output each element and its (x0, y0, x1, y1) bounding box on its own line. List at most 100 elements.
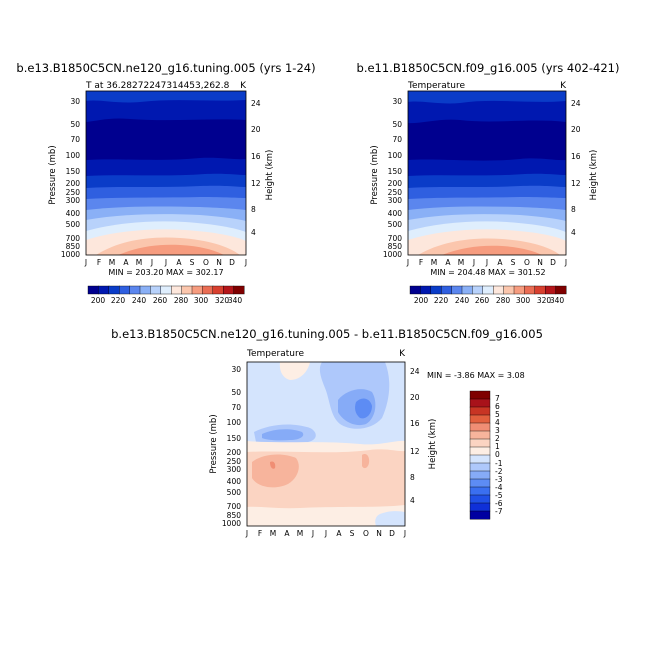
month-tick: S (350, 529, 355, 538)
right-contour-field (408, 91, 566, 255)
pressure-tick: 850 (66, 242, 81, 251)
colorbar-swatch (513, 285, 525, 295)
pressure-tick: 700 (66, 234, 81, 243)
pressure-tick: 100 (227, 418, 242, 427)
colorbar-label: 1 (495, 442, 500, 451)
month-tick: N (376, 529, 382, 538)
difference-panel: b.e13.B1850C5CN.ne120_g16.tuning.005 - b… (111, 327, 543, 538)
height-tick: 12 (251, 179, 261, 188)
pressure-tick: 70 (231, 403, 241, 412)
height-tick: 20 (410, 393, 420, 402)
colorbar-swatch (212, 285, 224, 295)
left-plot-frame (85, 90, 247, 256)
pressure-tick: 850 (227, 511, 242, 520)
pressure-tick: 250 (66, 188, 81, 197)
difference-contour-band (270, 461, 276, 469)
colorbar-label: -3 (495, 475, 503, 484)
colorbar-swatch (430, 285, 442, 295)
month-tick: M (270, 529, 276, 538)
difference-min-max: MIN = -3.86 MAX = 3.08 (427, 371, 525, 380)
difference-contour-band (355, 398, 372, 419)
month-tick: M (458, 258, 464, 267)
colorbar-swatch (87, 285, 99, 295)
month-tick: J (324, 529, 327, 538)
right-x-ticks: J F M A M J J A S O N D J (406, 258, 567, 267)
right-contour-band (408, 91, 566, 104)
left-colorbar-labels: 200 220 240 260 280 300 320 340 (91, 296, 243, 305)
left-height-ticks: 24 20 16 12 8 4 (251, 99, 261, 237)
right-colorbar-labels: 200 220 240 260 280 300 320 340 (414, 296, 565, 305)
difference-plot-frame (246, 361, 406, 527)
colorbar-swatch (469, 470, 491, 480)
left-colorbar (87, 285, 245, 295)
colorbar-label: 200 (91, 296, 106, 305)
right-contour-band (442, 245, 542, 255)
colorbar-swatch (150, 285, 162, 295)
right-title: b.e11.B1850C5CN.f09_g16.005 (yrs 402-421… (357, 61, 620, 75)
month-tick: A (284, 529, 290, 538)
pressure-tick: 1000 (383, 250, 402, 259)
month-tick: J (244, 258, 247, 267)
left-y-ticks: 30 50 70 100 150 200 250 300 400 500 700… (61, 97, 80, 259)
height-tick: 24 (410, 367, 420, 376)
colorbar-swatch (129, 285, 141, 295)
pressure-tick: 200 (66, 179, 81, 188)
month-tick: A (445, 258, 451, 267)
month-tick: F (258, 529, 262, 538)
pressure-tick: 400 (66, 209, 81, 218)
colorbar-label: -6 (495, 499, 503, 508)
pressure-tick: 250 (227, 457, 242, 466)
height-tick: 12 (571, 179, 581, 188)
colorbar-swatch (202, 285, 214, 295)
month-tick: S (511, 258, 516, 267)
difference-contour-band (262, 429, 304, 441)
pressure-tick: 200 (388, 179, 403, 188)
colorbar-label: 320 (537, 296, 552, 305)
colorbar-label: 0 (495, 450, 500, 459)
pressure-tick: 100 (388, 151, 403, 160)
colorbar-swatch (139, 285, 151, 295)
left-right-axis-label: Height (km) (265, 150, 275, 201)
colorbar-swatch (108, 285, 120, 295)
colorbar-label: 280 (496, 296, 511, 305)
colorbar-swatch (461, 285, 473, 295)
colorbar-swatch (469, 478, 491, 488)
month-tick: J (406, 258, 409, 267)
colorbar-swatch (469, 430, 491, 440)
colorbar-swatch (555, 285, 567, 295)
left-contour-band (86, 91, 246, 103)
height-tick: 20 (251, 125, 261, 134)
colorbar-swatch (493, 285, 505, 295)
month-tick: O (363, 529, 369, 538)
month-tick: M (136, 258, 142, 267)
difference-contour-band (362, 453, 370, 469)
colorbar-swatch (469, 438, 491, 448)
pressure-tick: 150 (227, 434, 242, 443)
colorbar-swatch (469, 390, 491, 400)
height-tick: 4 (410, 496, 415, 505)
colorbar-label: 240 (455, 296, 470, 305)
colorbar-label: -4 (495, 483, 503, 492)
left-min-max: MIN = 203.20 MAX = 302.17 (108, 268, 223, 277)
pressure-tick: 30 (392, 97, 402, 106)
colorbar-swatch (469, 446, 491, 456)
height-tick: 4 (251, 228, 256, 237)
difference-contour-band (375, 511, 405, 526)
difference-right-axis-label: Height (km) (428, 419, 438, 470)
month-tick: D (550, 258, 556, 267)
colorbar-swatch (441, 285, 453, 295)
difference-variable-label: Temperature (246, 349, 304, 359)
height-tick: 4 (571, 228, 576, 237)
height-tick: 24 (571, 99, 581, 108)
pressure-tick: 850 (388, 242, 403, 251)
month-tick: J (403, 529, 406, 538)
difference-colorbar-labels: 7 6 5 4 3 2 1 0 -1 -2 -3 -4 -5 -6 -7 (495, 394, 503, 516)
colorbar-swatch (469, 414, 491, 424)
left-title: b.e13.B1850C5CN.ne120_g16.tuning.005 (yr… (16, 61, 315, 75)
pressure-tick: 70 (70, 135, 80, 144)
month-tick: O (203, 258, 209, 267)
colorbar-swatch (524, 285, 536, 295)
difference-y-ticks: 30 50 70 100 150 200 250 300 400 500 700… (222, 365, 241, 528)
pressure-tick: 150 (388, 167, 403, 176)
colorbar-swatch (469, 406, 491, 416)
